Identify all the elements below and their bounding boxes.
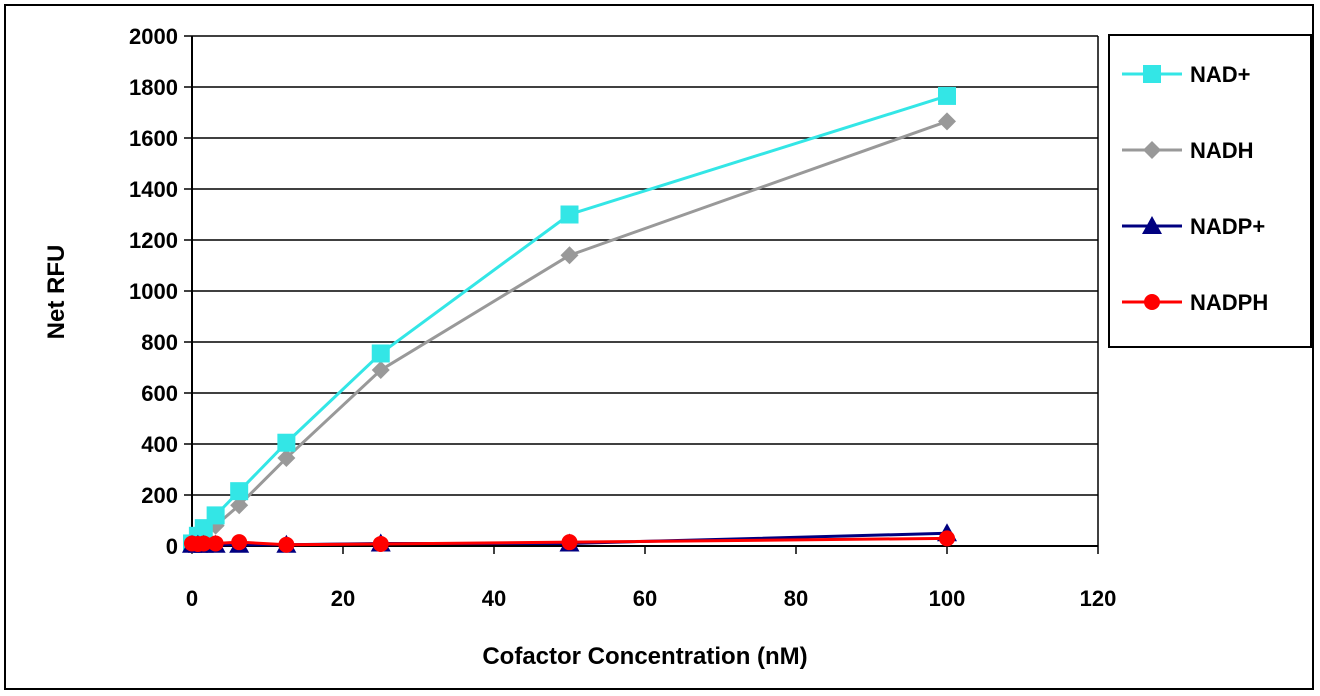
y-tick-label: 1000 (129, 279, 178, 304)
x-tick-label: 80 (784, 586, 808, 611)
data-point-nadph (207, 535, 224, 552)
legend-label-nadpplus: NADP+ (1190, 214, 1265, 239)
data-point-nadh (230, 496, 249, 515)
x-tick-label: 60 (633, 586, 657, 611)
legend: NAD+ NADH NADP+ NADPH (1122, 62, 1268, 315)
data-point-nadph (231, 534, 248, 551)
y-tick-label: 1800 (129, 75, 178, 100)
legend-marker-nadplus (1143, 65, 1161, 83)
x-axis-label: Cofactor Concentration (nM) (482, 643, 807, 670)
data-point-nadph (372, 535, 389, 552)
data-point-nadplus (938, 86, 956, 105)
series-line-nadh (191, 120, 948, 546)
grid-lines (192, 35, 1099, 546)
y-tick-label: 600 (141, 381, 178, 406)
data-point-nadplus (230, 482, 249, 501)
data-point-nadh (277, 449, 296, 468)
x-tick-label: 100 (929, 586, 966, 611)
y-tick-label: 200 (141, 483, 178, 508)
x-tick-label: 0 (186, 586, 198, 611)
y-tick-label: 800 (141, 330, 178, 355)
data-point-nadph (278, 536, 295, 553)
y-tick-label: 400 (141, 432, 178, 457)
y-tick-label: 1200 (129, 228, 178, 253)
data-point-nadph (939, 530, 955, 547)
chart-frame (4, 4, 1314, 690)
data-point-nadph (195, 535, 212, 552)
legend-box (1108, 34, 1312, 348)
data-point-nadh (938, 112, 956, 131)
y-axis-label: Net RFU (43, 245, 70, 340)
legend-label-nadph: NADPH (1190, 290, 1268, 315)
axes: 0 200 400 600 800 1000 1200 1400 1600 1800 2000 0 20… (129, 24, 1116, 611)
x-tick-label: 120 (1080, 586, 1117, 611)
legend-label-nadplus: NAD+ (1190, 62, 1251, 87)
data-point-nadh (371, 361, 390, 380)
legend-marker-nadh (1143, 141, 1161, 159)
data-point-nadh (560, 246, 579, 265)
legend-label-nadh: NADH (1190, 138, 1254, 163)
data-point-nadph (561, 534, 578, 551)
legend-marker-nadpplus (1142, 216, 1162, 234)
data-point-nadplus (206, 506, 225, 525)
data-point-nadplus (560, 205, 579, 224)
series-group (182, 86, 957, 554)
y-tick-label: 2000 (129, 24, 178, 49)
x-tick-label: 40 (482, 586, 506, 611)
data-point-nadplus (277, 433, 296, 452)
data-point-nadplus (371, 344, 390, 363)
legend-marker-nadph (1144, 294, 1160, 310)
y-tick-label: 0 (166, 534, 178, 559)
y-tick-label: 1400 (129, 177, 178, 202)
x-tick-label: 20 (331, 586, 355, 611)
y-tick-label: 1600 (129, 126, 178, 151)
